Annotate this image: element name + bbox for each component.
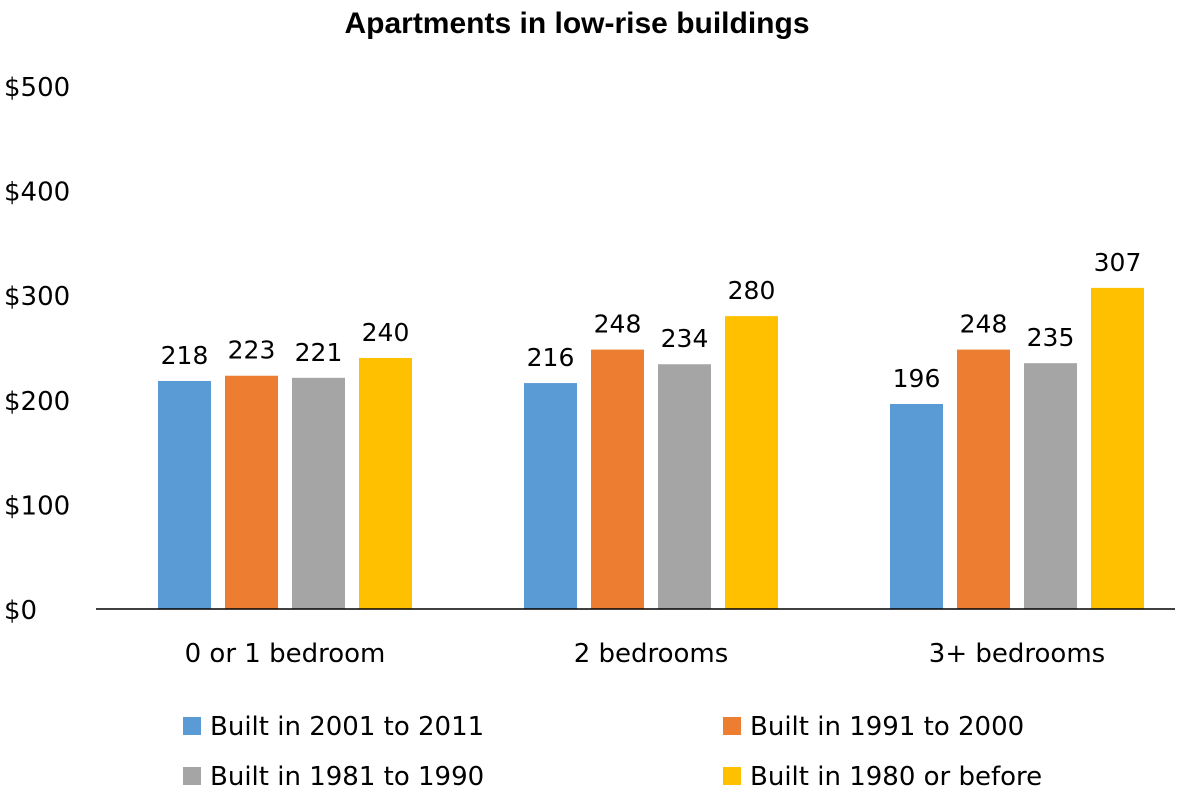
legend-swatch	[183, 717, 201, 735]
bar	[1024, 363, 1077, 609]
bar	[225, 375, 278, 609]
data-labels: 218 223 221 240 216 248 234 280 196 248 235 307	[161, 248, 1142, 393]
data-label: 240	[362, 318, 410, 347]
data-label: 196	[893, 364, 941, 393]
y-tick-label: $0	[4, 596, 37, 626]
legend-label: Built in 1980 or before	[750, 762, 1042, 792]
data-label: 234	[661, 324, 709, 353]
data-label: 248	[960, 310, 1008, 339]
bar	[957, 349, 1010, 609]
x-tick-label: 2 bedrooms	[574, 639, 729, 669]
bar	[292, 377, 345, 609]
data-label: 216	[527, 343, 575, 372]
data-label: 218	[161, 341, 209, 370]
y-tick-label: $100	[4, 491, 70, 521]
data-label: 221	[295, 338, 343, 367]
y-tick-label: $500	[4, 73, 70, 103]
y-tick-label: $200	[4, 387, 70, 417]
data-label: 280	[728, 276, 776, 305]
legend-label: Built in 1981 to 1990	[210, 762, 484, 792]
y-tick-label: $300	[4, 282, 70, 312]
data-label: 235	[1027, 323, 1075, 352]
y-axis: $0 $100 $200 $300 $400 $500	[4, 73, 70, 626]
chart-title: Apartments in low-rise buildings	[344, 7, 809, 40]
data-label: 248	[594, 310, 642, 339]
legend-label: Built in 2001 to 2011	[210, 712, 484, 742]
bar	[359, 357, 412, 609]
y-tick-label: $400	[4, 178, 70, 208]
bar	[591, 349, 644, 609]
legend-label: Built in 1991 to 2000	[750, 712, 1024, 742]
x-tick-label: 0 or 1 bedroom	[185, 639, 386, 669]
x-axis: 0 or 1 bedroom 2 bedrooms 3+ bedrooms	[185, 639, 1106, 669]
bars	[158, 287, 1144, 609]
legend-swatch	[723, 767, 741, 785]
legend-swatch	[183, 767, 201, 785]
x-tick-label: 3+ bedrooms	[929, 639, 1105, 669]
bar	[158, 380, 211, 609]
data-label: 223	[228, 336, 276, 365]
bar	[524, 383, 577, 609]
legend-swatch	[723, 717, 741, 735]
bar	[890, 403, 943, 609]
bar	[1091, 287, 1144, 609]
data-label: 307	[1094, 248, 1142, 277]
bar	[725, 316, 778, 609]
legend: Built in 2001 to 2011 Built in 1991 to 20…	[183, 712, 1042, 792]
bar	[658, 364, 711, 609]
